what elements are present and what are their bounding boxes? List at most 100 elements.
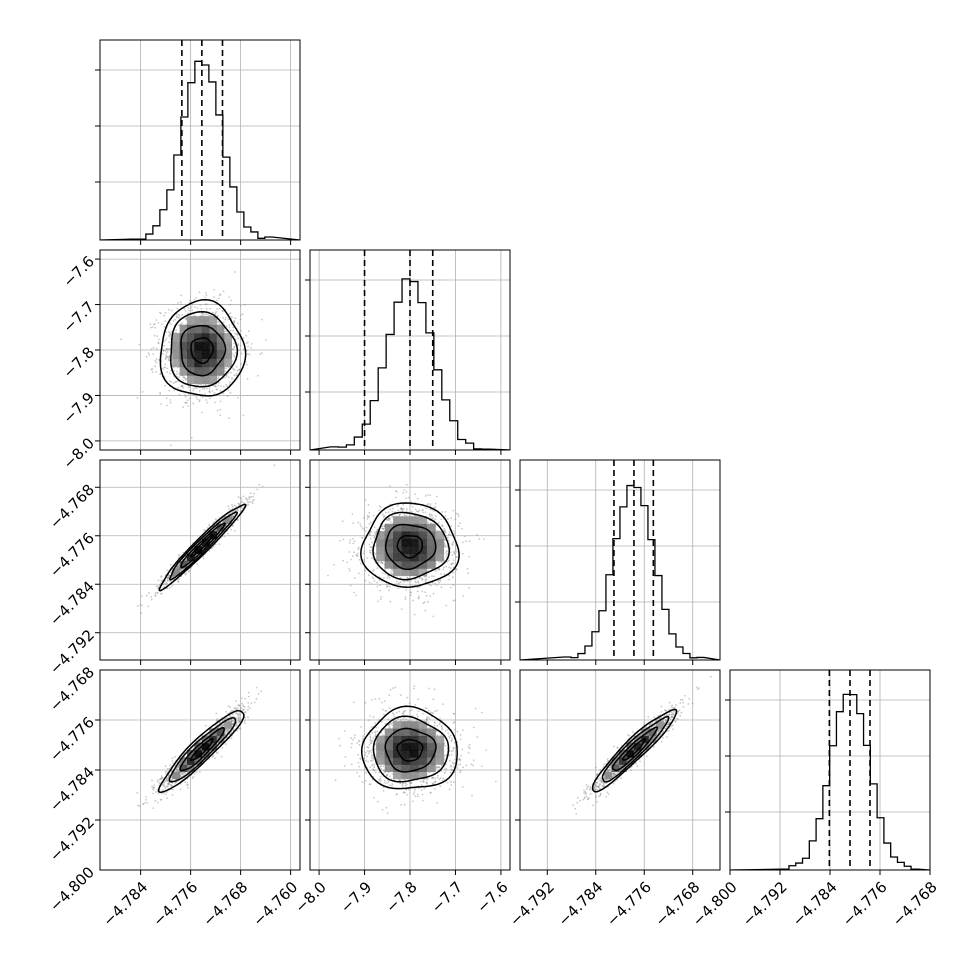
sample-point [238,349,240,351]
sample-point [120,338,122,341]
sample-point [421,578,424,581]
sample-point [369,546,372,548]
sample-point [168,574,171,577]
density-bin [172,568,180,577]
sample-point [167,576,170,579]
sample-point [452,562,455,564]
sample-point [443,527,446,530]
sample-point [157,587,160,590]
sample-point [368,581,371,584]
contour-line [396,535,424,559]
density-bin [187,333,195,342]
sample-point [227,376,230,379]
density-bin [187,316,195,325]
sample-point [169,401,172,404]
sample-point [204,313,207,315]
sample-point [173,389,176,391]
sample-point [170,309,173,312]
sample-point [238,368,241,371]
sample-point [226,385,229,388]
sample-point [167,358,170,361]
sample-point [164,311,167,314]
sample-point [196,563,199,565]
sample-point [157,322,160,324]
sample-point [440,561,443,563]
histogram-step [520,484,720,660]
sample-point [251,500,254,502]
sample-point [352,522,354,524]
sample-point [425,578,428,581]
sample-point [355,594,357,597]
sample-point [237,322,239,325]
sample-point [214,313,217,316]
sample-point [444,530,446,533]
sample-point [234,529,236,532]
sample-point [164,320,167,322]
sample-point [424,580,427,582]
sample-point [447,539,450,542]
sample-point [160,575,163,578]
sample-point [414,493,416,496]
sample-point [446,561,449,563]
sample-point [228,296,231,298]
sample-point [218,294,221,297]
sample-point [169,333,172,336]
sample-point [150,598,153,601]
sample-point [444,545,447,547]
density-bin [172,350,180,359]
sample-point [249,492,252,495]
sample-point [177,316,179,319]
sample-point [187,560,189,563]
sample-point [417,510,420,513]
sample-point [200,307,203,310]
sample-point [456,556,459,558]
sample-point [166,350,169,353]
sample-point [217,384,220,387]
sample-point [451,554,454,556]
sample-point [417,597,420,600]
density-bin [435,546,445,554]
sample-point [184,573,187,576]
sample-point [429,515,431,518]
sample-point [353,551,355,554]
sample-point [165,582,168,584]
sample-point [232,347,234,350]
sample-point [230,371,232,374]
sample-point [248,353,251,356]
sample-point [256,488,259,491]
sample-point [215,712,218,715]
sample-point [252,498,255,501]
density-bin [376,553,385,562]
sample-point [149,323,152,326]
density-bin [194,546,203,554]
contour-line [159,298,247,397]
sample-point [198,741,201,743]
sample-point [164,358,167,361]
sample-point [385,583,388,586]
sample-point [194,386,197,389]
sample-point [400,608,403,610]
sample-point [389,508,392,511]
sample-point [202,312,205,315]
sample-point [364,530,367,532]
sample-point [391,568,393,571]
sample-point [239,344,242,347]
sample-point [453,530,455,532]
sample-point [366,557,369,559]
density-bin [435,531,445,539]
sample-point [370,530,372,533]
sample-point [357,552,359,555]
sample-point [388,517,390,520]
sample-point [395,496,397,499]
density-bin [384,538,394,547]
sample-point [159,372,162,375]
sample-point [170,323,173,326]
sample-point [154,594,157,597]
sample-point [265,339,267,342]
density-bin [393,531,402,539]
sample-point [208,390,211,393]
sample-point [392,507,394,510]
sample-point [205,313,208,316]
sample-point [150,348,153,350]
sample-point [373,526,376,528]
